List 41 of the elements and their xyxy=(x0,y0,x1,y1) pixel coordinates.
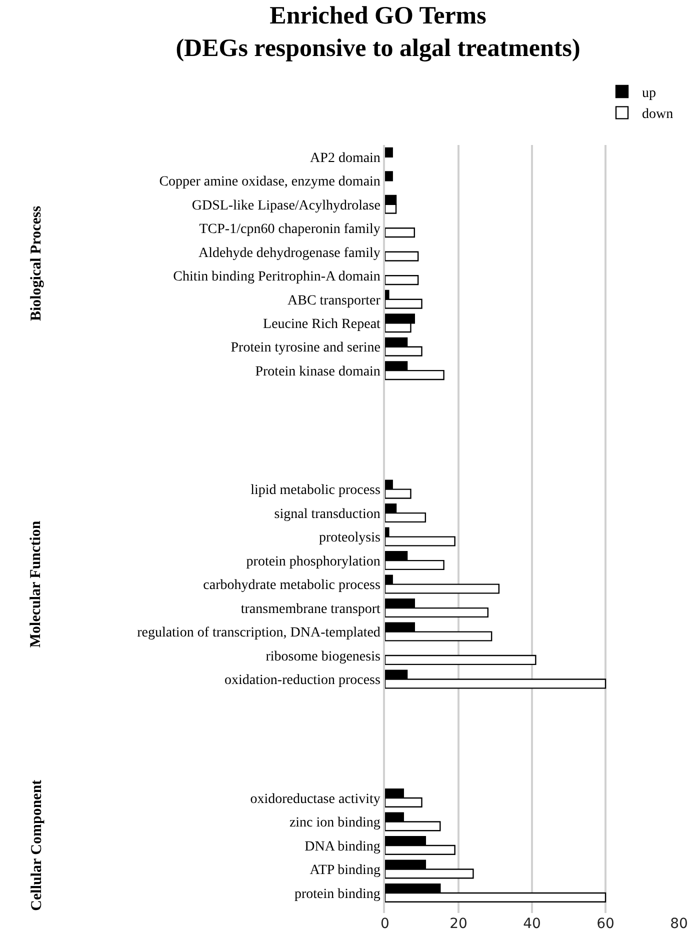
y-tick-label: Aldehyde dehydrogenase family xyxy=(198,246,380,261)
y-tick-label: oxidation-reduction process xyxy=(224,673,380,688)
y-tick-label: Protein tyrosine and serine xyxy=(230,340,380,356)
y-tick-label: protein phosphorylation xyxy=(246,554,380,570)
y-tick-label: transmembrane transport xyxy=(240,602,381,617)
y-tick-label: Copper amine oxidase, enzyme domain xyxy=(159,174,380,190)
x-tick-label: 80 xyxy=(670,916,688,932)
x-tick-label: 0 xyxy=(380,916,390,932)
bar xyxy=(385,275,419,286)
y-tick-label: DNA binding xyxy=(304,839,380,854)
legend-label: down xyxy=(642,107,674,122)
y-tick-label: Protein kinase domain xyxy=(255,364,380,380)
y-tick-label: carbohydrate metabolic process xyxy=(203,578,380,594)
bar xyxy=(385,171,393,182)
y-tick-label: proteolysis xyxy=(318,530,380,546)
bar xyxy=(385,228,415,238)
y-tick-label: ABC transporter xyxy=(288,293,381,308)
y-tick-label: GDSL-like Lipase/Acylhydrolase xyxy=(192,198,380,214)
text: Cellular Component xyxy=(28,780,45,911)
y-tick-label: Leucine Rich Repeat xyxy=(263,316,381,332)
y-tick-label: regulation of transcription, DNA-templated xyxy=(137,626,380,641)
x-tick-label: 20 xyxy=(450,916,468,932)
y-tick-label: oxidoreductase activity xyxy=(250,792,380,807)
y-tick-label: ribosome biogenesis xyxy=(266,649,380,664)
y-tick-label: Chitin binding Peritrophin-A domain xyxy=(173,270,380,284)
bar xyxy=(385,147,393,158)
y-tick-label: lipid metabolic process xyxy=(250,483,380,498)
y-tick-label: signal transduction xyxy=(274,506,380,522)
text: Molecular Function xyxy=(28,520,44,648)
y-tick-label: zinc ion binding xyxy=(289,816,380,831)
y-tick-label: TCP-1/cpn60 chaperonin family xyxy=(199,222,380,238)
legend-label: up xyxy=(642,86,656,101)
y-tick-label: ATP binding xyxy=(310,863,380,878)
text: Biological Process xyxy=(28,206,45,322)
x-tick-label: 40 xyxy=(523,916,541,932)
y-tick-label: protein binding xyxy=(294,886,380,902)
chart-title: Enriched GO Terms (DEGs responsive to algal treatments) xyxy=(176,2,580,62)
x-tick-label: 60 xyxy=(596,916,614,932)
bar xyxy=(385,654,536,666)
y-tick-label: AP2 domain xyxy=(310,150,380,166)
bar xyxy=(385,251,419,262)
